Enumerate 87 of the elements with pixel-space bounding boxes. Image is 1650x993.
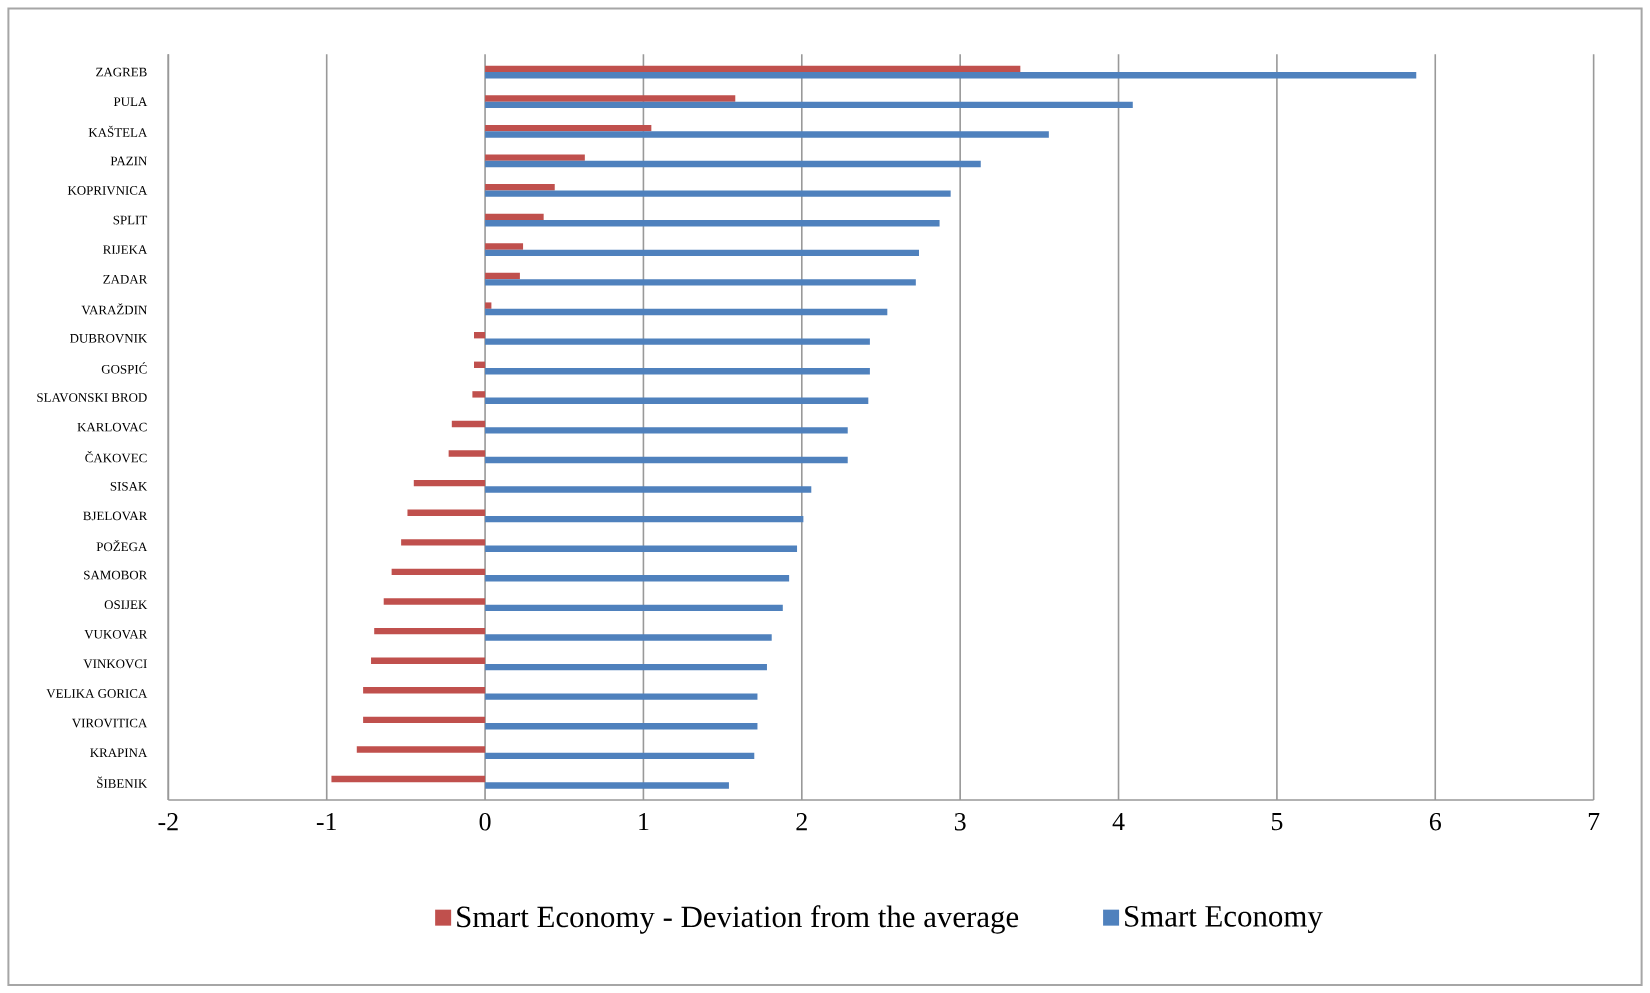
bar [485,308,888,316]
legend-label: Smart Economy [1125,905,1323,933]
bar [485,183,555,191]
bar [485,574,790,582]
bar [485,243,524,250]
x-tick-label: 3 [954,812,966,831]
bar [485,154,585,161]
bar [485,604,783,611]
bar [485,456,848,464]
x-tick-label: 1 [639,812,649,830]
y-tick-label: RIJEKA [103,245,148,254]
bar [485,249,919,256]
bar [363,716,486,723]
bar [485,722,758,730]
bar [356,746,486,753]
y-tick-label: SLAVONSKI BROD [37,393,147,402]
bar [485,219,940,227]
bar [485,338,870,345]
y-tick-label: VARAŽDIN [81,303,147,315]
y-tick-label: GOSPIĆ [101,362,147,374]
x-tick-label: 7 [1588,812,1600,830]
x-tick-label: -2 [158,812,178,831]
legend-label: Smart Economy - Deviation from the average [457,905,1019,934]
y-tick-label: SAMOBOR [84,570,148,580]
x-tick-label: 0 [479,812,491,831]
x-tick-label: -1 [316,812,336,830]
bar [485,782,729,789]
bar [485,131,1049,138]
y-tick-label: ZAGREB [96,67,147,77]
bar [485,101,1133,108]
x-tick-label: 6 [1429,812,1441,831]
bar [374,627,486,635]
bar [485,124,652,132]
y-tick-label: ZADAR [103,274,148,284]
x-tick-label: 2 [796,812,807,831]
y-tick-label: KRAPINA [90,748,148,757]
bar [473,361,486,368]
y-tick-label: KOPRIVNICA [67,185,148,195]
bar [413,479,486,487]
bar [407,509,486,516]
x-tick-label: 4 [1112,812,1125,830]
y-tick-label: SISAK [110,481,148,491]
bar [331,775,486,783]
bar [485,545,798,552]
y-tick-label: ŠIBENIK [97,776,148,788]
y-tick-label: POŽEGA [96,539,148,552]
bar [485,634,772,641]
y-tick-label: PULA [113,97,148,106]
bar [473,331,486,339]
bar [485,397,869,404]
y-tick-label: VUKOVAR [84,629,148,639]
bar [485,279,916,286]
y-tick-label: VIROVITICA [71,718,148,728]
bar [485,486,812,493]
y-tick-label: KAŠTELA [88,125,148,137]
bar [391,568,486,575]
bar [401,538,486,546]
bar [383,598,486,605]
bar [371,657,486,664]
bar [448,450,486,457]
bar [485,302,492,309]
y-tick-label: VELIKA GORICA [46,688,148,698]
bar [485,95,736,102]
y-tick-label: OSIJEK [104,600,148,609]
y-tick-label: DUBROVNIK [70,333,148,343]
bar [451,420,486,428]
y-tick-label: KARLOVAC [77,422,147,432]
bar [485,367,870,375]
bar [485,160,981,168]
bar [485,190,951,197]
x-tick-label: 5 [1271,812,1283,831]
bar [485,693,758,700]
y-tick-label: BJELOVAR [83,511,148,521]
bar [485,213,544,220]
bar [485,515,804,523]
bar [472,391,486,398]
y-tick-label: SPLIT [113,215,148,225]
bar [485,752,755,759]
y-tick-label: PAZIN [110,156,147,165]
bar [485,272,520,280]
bar [485,427,848,434]
y-tick-label: VINKOVCI [83,659,147,669]
bar [485,65,1021,72]
bar [485,663,767,671]
y-tick-label: ČAKOVEC [85,450,147,463]
bar [485,71,1417,79]
bar [363,686,486,694]
